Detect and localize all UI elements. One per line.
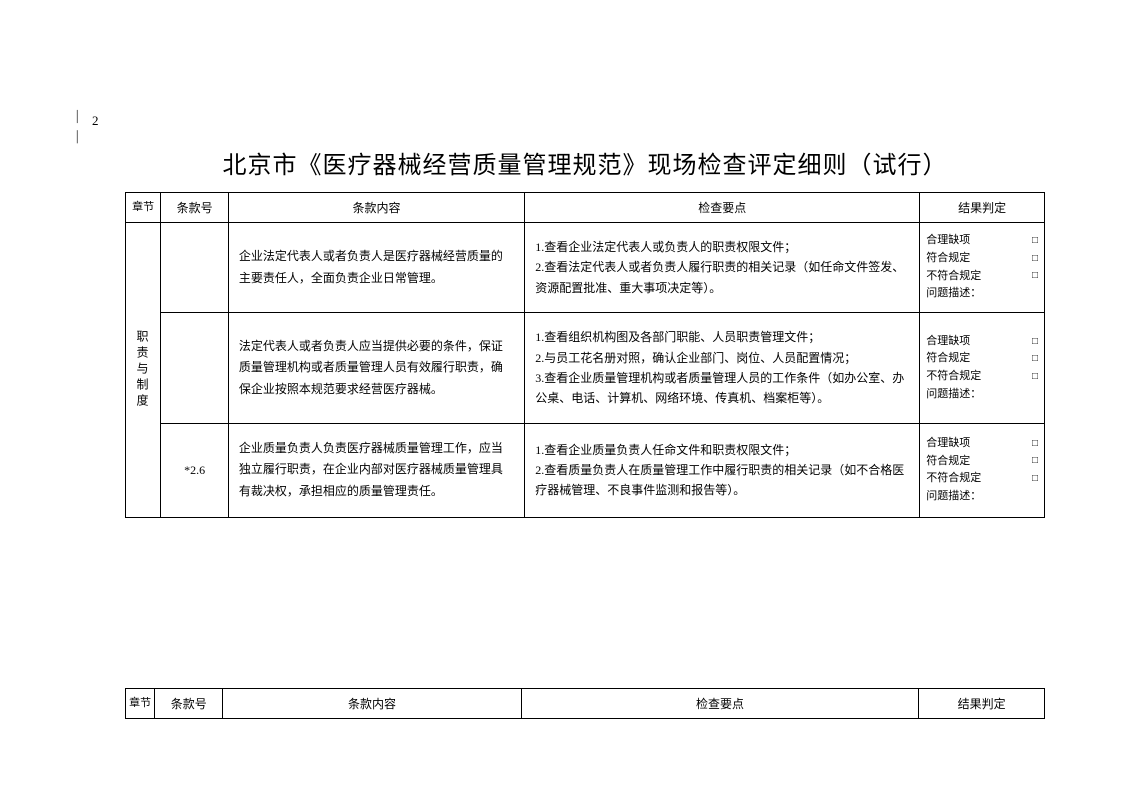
- header-chapter: 章节: [126, 689, 155, 719]
- inspection-table-footer: 章节 条款号 条款内容 检查要点 结果判定: [125, 688, 1045, 719]
- table-row: 法定代表人或者负责人应当提供必要的条件，保证质量管理机构或者质量管理人员有效履行…: [126, 313, 1045, 424]
- checkpoint-cell: 1.查看企业质量负责人任命文件和职责权限文件；2.查看质量负责人在质量管理工作中…: [525, 423, 920, 517]
- table-row: 职责与制度 企业法定代表人或者负责人是医疗器械经营质量的主要责任人，全面负责企业…: [126, 223, 1045, 313]
- chapter-cell: 职责与制度: [126, 223, 161, 518]
- table-header-row: 章节 条款号 条款内容 检查要点 结果判定: [126, 193, 1045, 223]
- header-chapter: 章节: [126, 193, 161, 223]
- checkpoint-cell: 1.查看组织机构图及各部门职能、人员职责管理文件；2.与员工花名册对照，确认企业…: [525, 313, 920, 424]
- header-checkpoint: 检查要点: [525, 193, 920, 223]
- table-body: 职责与制度 企业法定代表人或者负责人是医疗器械经营质量的主要责任人，全面负责企业…: [126, 223, 1045, 518]
- header-result: 结果判定: [919, 689, 1045, 719]
- content-cell: 企业质量负责人负责医疗器械质量管理工作，应当独立履行职责，在企业内部对医疗器械质…: [228, 423, 524, 517]
- chapter-label: 职责与制度: [134, 330, 151, 410]
- header-content: 条款内容: [223, 689, 521, 719]
- table-header-row: 章节 条款号 条款内容 检查要点 结果判定: [126, 689, 1045, 719]
- header-clause-no: 条款号: [155, 689, 223, 719]
- page-number: 2: [92, 113, 99, 129]
- result-cell: 合理缺项□ 符合规定□ 不符合规定□ 问题描述：: [920, 313, 1045, 424]
- result-cell: 合理缺项□ 符合规定□ 不符合规定□ 问题描述：: [920, 423, 1045, 517]
- content-cell: 法定代表人或者负责人应当提供必要的条件，保证质量管理机构或者质量管理人员有效履行…: [228, 313, 524, 424]
- inspection-table-main: 章节 条款号 条款内容 检查要点 结果判定 职责与制度 企业法定代表人或者负责人…: [125, 192, 1045, 518]
- clause-no-cell: [161, 223, 229, 313]
- table-row: *2.6 企业质量负责人负责医疗器械质量管理工作，应当独立履行职责，在企业内部对…: [126, 423, 1045, 517]
- clause-no-cell: [161, 313, 229, 424]
- footer-table-wrapper: 章节 条款号 条款内容 检查要点 结果判定: [125, 688, 1045, 719]
- document-title: 北京市《医疗器械经营质量管理规范》现场检查评定细则（试行）: [125, 145, 1045, 180]
- content-cell: 企业法定代表人或者负责人是医疗器械经营质量的主要责任人，全面负责企业日常管理。: [228, 223, 524, 313]
- clause-no-cell: *2.6: [161, 423, 229, 517]
- header-checkpoint: 检查要点: [521, 689, 919, 719]
- checkpoint-cell: 1.查看企业法定代表人或负责人的职责权限文件；2.查看法定代表人或者负责人履行职…: [525, 223, 920, 313]
- header-content: 条款内容: [228, 193, 524, 223]
- header-clause-no: 条款号: [161, 193, 229, 223]
- result-cell: 合理缺项□ 符合规定□ 不符合规定□ 问题描述：: [920, 223, 1045, 313]
- main-content: 北京市《医疗器械经营质量管理规范》现场检查评定细则（试行） 章节 条款号 条款内…: [125, 145, 1045, 518]
- page-marker-vertical: — —: [70, 110, 86, 145]
- header-result: 结果判定: [920, 193, 1045, 223]
